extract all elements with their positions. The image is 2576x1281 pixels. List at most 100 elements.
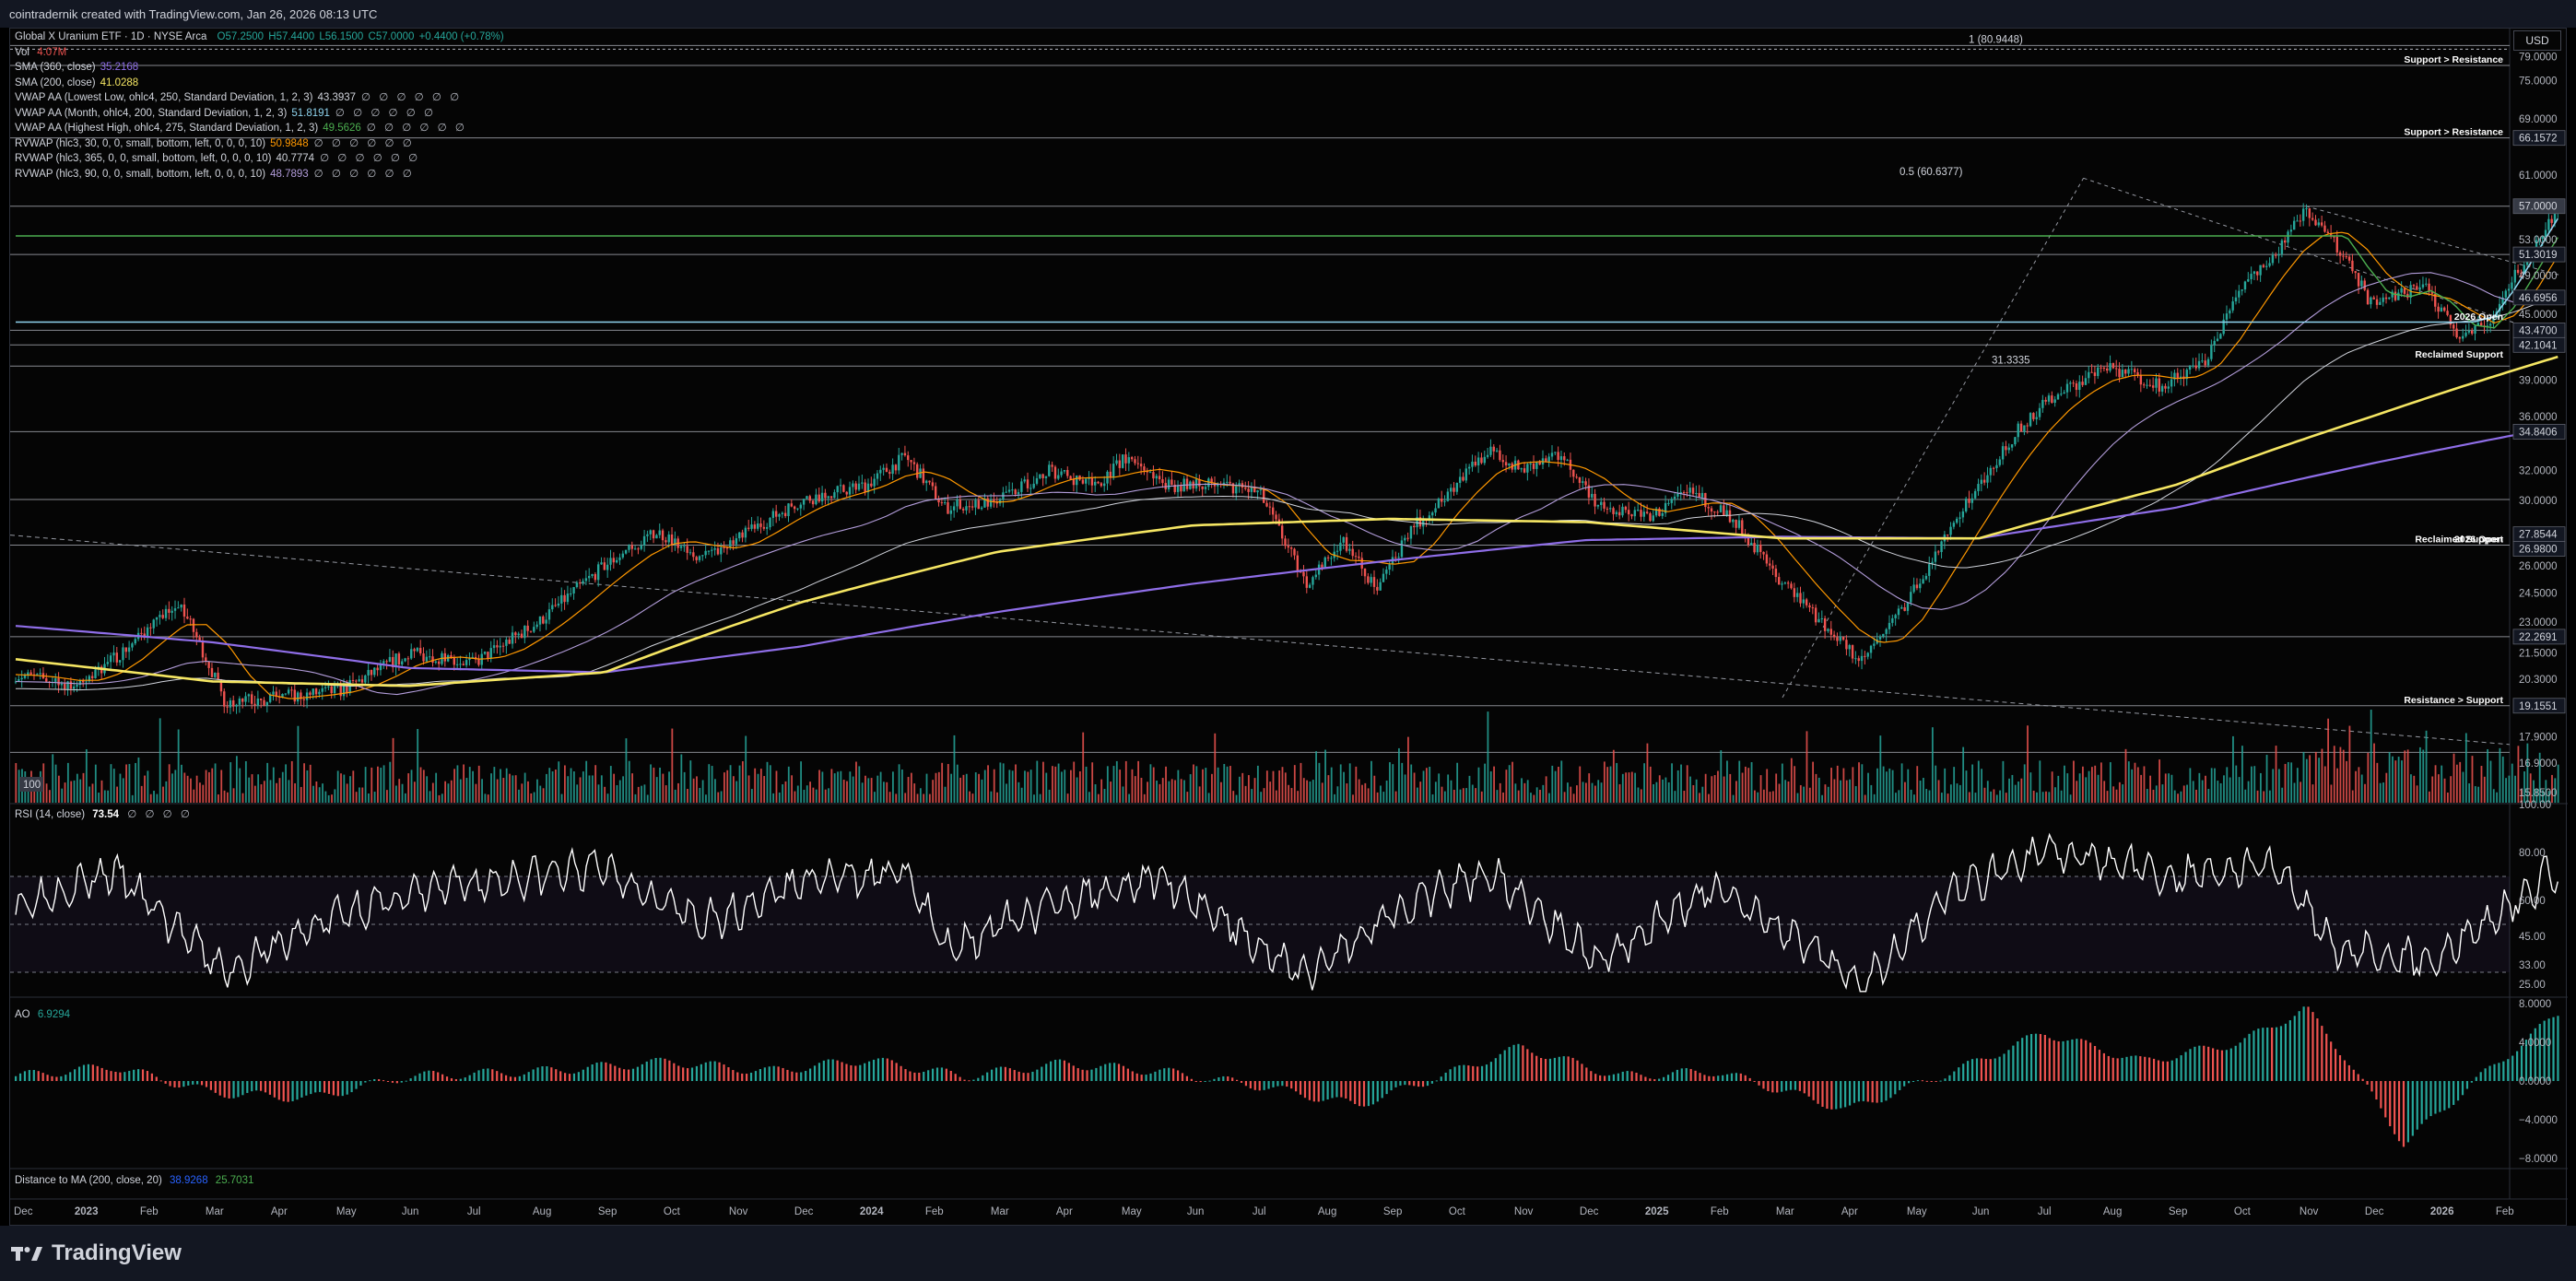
- volume-bar: [576, 784, 579, 803]
- candle-body: [2102, 368, 2106, 370]
- ao-bar: [1694, 1070, 1697, 1081]
- ao-bar: [2135, 1055, 2137, 1081]
- candle-body: [1097, 481, 1100, 484]
- candle-body: [256, 698, 260, 706]
- volume-bar: [1263, 788, 1265, 803]
- time-axis-tick: Apr: [1841, 1206, 1858, 1217]
- candle-body: [2382, 297, 2384, 302]
- volume-bar: [910, 772, 912, 803]
- volume-bar: [1189, 774, 1192, 803]
- ao-bar: [2098, 1050, 2101, 1081]
- time-axis-tick: Jul: [2038, 1206, 2052, 1217]
- chart-canvas[interactable]: 1 (80.9448)0.5 (60.6377)Support > Resist…: [10, 29, 2568, 1227]
- volume-bar: [1928, 790, 1931, 803]
- candle-body: [60, 683, 64, 686]
- currency-button[interactable]: USD: [2513, 30, 2561, 51]
- volume-bar: [2263, 791, 2265, 803]
- volume-bar: [604, 786, 606, 803]
- volume-bar: [631, 773, 633, 803]
- volume-bar: [2214, 768, 2216, 803]
- candle-body: [1090, 477, 1094, 486]
- volume-bar: [2020, 778, 2023, 803]
- ao-bar: [124, 1072, 126, 1081]
- volume-bar: [2422, 749, 2425, 803]
- candle-body: [526, 625, 529, 631]
- candle-body: [419, 648, 422, 653]
- time-axis-tick: Aug: [2103, 1206, 2122, 1217]
- candle-body: [318, 691, 321, 695]
- candle-body: [2347, 256, 2351, 261]
- volume-bar: [1493, 766, 1495, 803]
- candle-body: [554, 605, 557, 606]
- ao-bar: [636, 1066, 640, 1081]
- volume-bar: [1324, 749, 1326, 803]
- volume-bar: [726, 770, 729, 803]
- candle-body: [1523, 468, 1526, 473]
- volume-bar: [1741, 772, 1744, 803]
- candle-body: [36, 674, 39, 676]
- candle-body: [1441, 499, 1443, 502]
- ao-bar: [904, 1069, 907, 1081]
- candle-body: [771, 511, 775, 518]
- volume-bar: [144, 775, 146, 803]
- volume-bar: [441, 793, 443, 803]
- candle-body: [612, 558, 616, 563]
- candle-body: [898, 454, 900, 471]
- candle-body: [2038, 407, 2041, 417]
- candle-body: [450, 655, 453, 658]
- candle-body: [738, 532, 741, 539]
- candle-body: [1774, 568, 1778, 578]
- volume-bar: [336, 770, 339, 803]
- ao-bar: [2198, 1045, 2201, 1081]
- ao-bar: [1590, 1071, 1593, 1081]
- volume-bar: [2333, 746, 2335, 803]
- candle-body: [542, 616, 545, 624]
- chart-area[interactable]: 1 (80.9448) 0.5 (60.6377) Support > Resist…: [9, 28, 2568, 1227]
- candle-body: [1615, 511, 1618, 514]
- tradingview-logo[interactable]: TradingView: [11, 1240, 182, 1266]
- price-axis-tick: 21.5000: [2519, 648, 2558, 659]
- candle-body: [753, 524, 757, 529]
- candle-body: [428, 656, 431, 658]
- ao-bar: [850, 1064, 853, 1081]
- volume-bar: [190, 778, 192, 803]
- candle-body: [649, 530, 652, 535]
- candle-body: [1747, 536, 1750, 546]
- volume-bar: [2275, 746, 2277, 803]
- volume-bar: [784, 781, 787, 803]
- candle-body: [1664, 502, 1667, 513]
- candle-body: [2139, 375, 2143, 385]
- candle-body: [1385, 570, 1388, 574]
- volume-bar: [186, 775, 189, 803]
- ao-bar: [991, 1069, 994, 1081]
- volume-bar: [380, 767, 382, 803]
- candle-body: [1532, 463, 1535, 469]
- volume-bar: [1526, 780, 1529, 803]
- ao-bar: [532, 1069, 535, 1081]
- candle-body: [1204, 487, 1207, 489]
- volume-bar: [2198, 772, 2201, 803]
- volume-bar: [346, 783, 348, 803]
- ao-bar: [1666, 1075, 1670, 1081]
- volume-bar: [551, 770, 554, 803]
- ao-bar: [327, 1081, 331, 1094]
- ao-bar: [205, 1081, 208, 1087]
- volume-bar: [2281, 787, 2284, 803]
- candle-body: [134, 639, 136, 644]
- volume-bar: [183, 772, 186, 803]
- volume-bar: [2238, 777, 2241, 803]
- volume-bar: [2103, 781, 2106, 803]
- volume-bar: [2251, 766, 2253, 803]
- candle-body: [1882, 633, 1885, 637]
- volume-bar: [1999, 790, 2001, 803]
- candle-body: [2400, 288, 2403, 293]
- candle-body: [1118, 460, 1122, 468]
- volume-bar: [2471, 756, 2474, 803]
- candle-body: [1778, 577, 1781, 585]
- volume-bar: [1692, 784, 1695, 803]
- candle-body: [1275, 514, 1277, 520]
- ao-bar: [1109, 1063, 1112, 1081]
- ao-bar: [923, 1071, 925, 1081]
- time-axis-tick: Apr: [1056, 1206, 1073, 1217]
- candle-body: [1134, 459, 1136, 464]
